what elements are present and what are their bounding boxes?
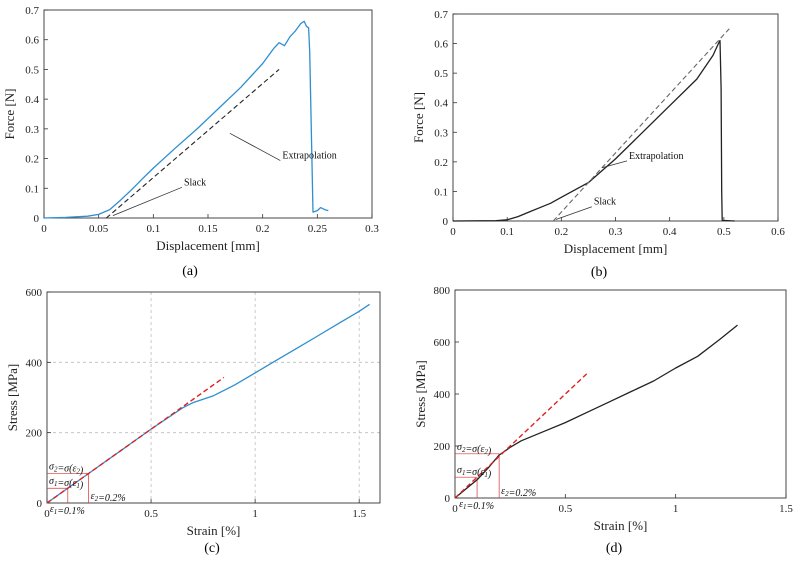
chart-d-xtick-label: 0 — [452, 503, 458, 515]
chart-a-series-line — [43, 20, 329, 219]
chart-a-ytick-label: 0.1 — [25, 183, 39, 195]
chart-c-xtick-label: 1.5 — [352, 508, 366, 520]
chart-a-ytick-label: 0.5 — [25, 64, 39, 76]
chart-d-xtick-label: 1.5 — [779, 503, 793, 515]
chart-b-ytick-label: 0.2 — [434, 157, 448, 169]
chart-d-series-line — [454, 324, 738, 499]
chart-b-annotation: Slack — [594, 197, 616, 208]
chart-c-xtick-label: 1 — [252, 508, 258, 520]
chart-b-extrapolation-line — [552, 28, 730, 222]
chart-c-xtick-label: 0.5 — [144, 508, 158, 520]
chart-c-ytick-label: 600 — [26, 287, 43, 299]
chart-d-label-e1: ε1=0.1% — [459, 499, 494, 512]
chart-a-xtick-label: 0.15 — [198, 223, 218, 235]
chart-a-xtick-label: 0.3 — [365, 223, 379, 235]
chart-d-label-s2: σ2=σ(ε2) — [457, 442, 492, 457]
chart-b-ytick-label: 0.3 — [434, 127, 448, 139]
chart-a-xtick-label: 0 — [41, 223, 47, 235]
chart-b-ytick-label: 0.1 — [434, 186, 448, 198]
chart-b-ytick-label: 0.7 — [434, 9, 448, 21]
chart-a-axes-frame — [43, 9, 373, 219]
chart-c-label-s2: σ2=σ(ε2) — [49, 461, 84, 476]
chart-b-annotation: Extrapolation — [629, 151, 683, 162]
chart-c-xtick-label: 0 — [44, 508, 50, 520]
chart-d-xtick-label: 0.5 — [558, 503, 572, 515]
chart-a-ytick-label: 0.3 — [25, 124, 39, 136]
chart-b-series-line — [452, 39, 735, 222]
chart-d-axes-frame — [454, 289, 787, 499]
chart-a-ytick-label: 0.7 — [25, 5, 39, 17]
chart-c-label-e1: ε1=0.1% — [50, 504, 85, 517]
chart-b-axes-frame — [452, 13, 779, 222]
chart-d-label-s1: σ1=σ(ε1) — [457, 465, 492, 480]
chart-c-ytick-label: 200 — [26, 428, 43, 440]
chart-b-annotation-leader — [555, 206, 592, 220]
chart-a-ytick-label: 0.6 — [25, 35, 39, 47]
chart-b-xtick-label: 0.1 — [500, 226, 514, 238]
chart-b-xtick-label: 0.4 — [663, 226, 677, 238]
chart-a-xtick-label: 0.25 — [308, 223, 328, 235]
chart-c-label-s1: σ1=σ(ε1) — [49, 476, 84, 491]
chart-a-annotation-leader — [229, 132, 281, 161]
chart-a-xlabel: Displacement [mm] — [156, 238, 260, 253]
chart-a-ytick-label: 0.4 — [25, 94, 39, 106]
chart-d-xtick-label: 1 — [673, 503, 679, 515]
chart-c-xlabel: Strain [%] — [187, 523, 241, 538]
chart-d-extrapolation-line — [454, 372, 588, 499]
chart-c-ytick-label: 0 — [37, 498, 43, 510]
chart-b-xtick-label: 0.3 — [609, 226, 623, 238]
chart-c-caption: (c) — [204, 541, 220, 556]
chart-c-label-e2: ε2=0.2% — [91, 491, 126, 504]
chart-a-xtick-label: 0.05 — [89, 223, 109, 235]
chart-d-ytick-label: 0 — [445, 493, 451, 505]
chart-c-series-line — [46, 303, 370, 504]
chart-a-annotation: Slack — [184, 177, 206, 188]
chart-b-xtick-label: 0.6 — [771, 226, 785, 238]
chart-d-ytick-label: 800 — [434, 285, 451, 297]
chart-a-xtick-label: 0.1 — [146, 223, 160, 235]
chart-b-ytick-label: 0.5 — [434, 68, 448, 80]
chart-c-extrapolation-line — [46, 376, 225, 504]
chart-d-label-e2: ε2=0.2% — [501, 486, 536, 499]
chart-b-ytick-label: 0.6 — [434, 39, 448, 51]
chart-d-ylabel: Stress [MPa] — [413, 360, 428, 428]
chart-d-ytick-label: 600 — [434, 337, 451, 349]
chart-b-annotation-leader — [601, 160, 628, 169]
chart-b-ylabel: Force [N] — [411, 92, 426, 143]
chart-a-annotation: Extrapolation — [282, 151, 336, 162]
chart-a-caption: (a) — [182, 264, 198, 279]
chart-d-ytick-label: 200 — [434, 441, 451, 453]
chart-d-ytick-label: 400 — [434, 389, 451, 401]
chart-a-ytick-label: 0.2 — [25, 154, 39, 166]
chart-a-annotation-leader — [112, 186, 183, 216]
chart-b-xtick-label: 0.2 — [554, 226, 568, 238]
chart-b-ytick-label: 0 — [443, 216, 449, 228]
chart-a-extrapolation-line — [105, 69, 280, 219]
chart-a-ylabel: Force [N] — [2, 89, 17, 140]
chart-d-caption: (d) — [606, 541, 623, 556]
chart-b-ytick-label: 0.4 — [434, 98, 448, 110]
chart-c-axes-frame — [46, 291, 381, 504]
chart-a-xtick-label: 0.2 — [256, 223, 270, 235]
chart-c-ylabel: Stress [MPa] — [5, 364, 20, 432]
chart-b-caption: (b) — [591, 265, 608, 280]
chart-b-xtick-label: 0.5 — [717, 226, 731, 238]
chart-a-ytick-label: 0 — [34, 213, 40, 225]
chart-c-ytick-label: 400 — [26, 357, 43, 369]
chart-b-xlabel: Displacement [mm] — [564, 241, 668, 256]
chart-d-xlabel: Strain [%] — [594, 518, 648, 533]
chart-b-xtick-label: 0 — [450, 226, 456, 238]
